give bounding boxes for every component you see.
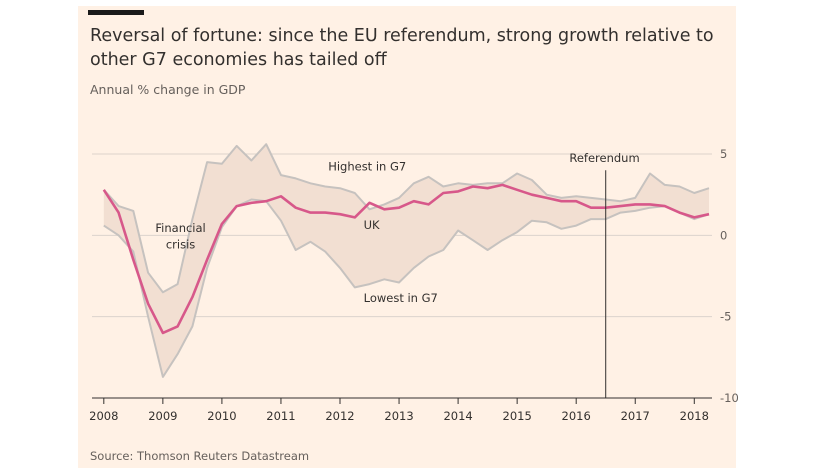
source-note: Source: Thomson Reuters Datastream xyxy=(90,449,310,463)
y-tick-label: -5 xyxy=(720,310,731,324)
annotation-layer: Highest in G7 UK Financial crisis Lowest in … xyxy=(155,151,640,398)
x-tick-label: 2009 xyxy=(148,409,177,423)
title-accent-bar xyxy=(88,10,144,15)
annotation-label: Highest in G7 xyxy=(328,159,406,173)
annotation-label: Financial xyxy=(155,221,205,235)
series-layer xyxy=(102,143,710,378)
series-line-lowest xyxy=(103,198,710,378)
x-tick-label: 2008 xyxy=(89,409,118,423)
y-tick-label: 0 xyxy=(720,228,727,242)
annotation-label: Lowest in G7 xyxy=(364,291,438,305)
x-tick-label: 2018 xyxy=(680,409,709,423)
annotation-label: crisis xyxy=(166,237,195,251)
annotation-label: UK xyxy=(364,218,380,232)
series-line-highest xyxy=(103,143,710,294)
y-tick-label: -10 xyxy=(720,391,739,405)
annotation-label: Referendum xyxy=(569,151,639,165)
y-tick-label: 5 xyxy=(720,147,727,161)
x-tick-label: 2015 xyxy=(503,409,532,423)
range-band-layer xyxy=(103,144,710,377)
axis-layer: 5 0 -5 -10 2008 2009 2010 2011 2012 2013 2014 2015 2… xyxy=(89,147,739,423)
x-tick-label: 2012 xyxy=(325,409,354,423)
g7-range-band xyxy=(103,144,710,377)
x-tick-label: 2011 xyxy=(266,409,295,423)
x-tick-label: 2017 xyxy=(621,409,650,423)
x-tick-label: 2016 xyxy=(562,409,591,423)
x-tick-label: 2010 xyxy=(207,409,236,423)
chart-title: Reversal of fortune: since the EU refere… xyxy=(90,26,714,70)
series-line-uk xyxy=(102,183,710,335)
x-tick-label: 2014 xyxy=(443,409,472,423)
chart-subtitle: Annual % change in GDP xyxy=(90,82,246,97)
x-tick-label: 2013 xyxy=(384,409,413,423)
